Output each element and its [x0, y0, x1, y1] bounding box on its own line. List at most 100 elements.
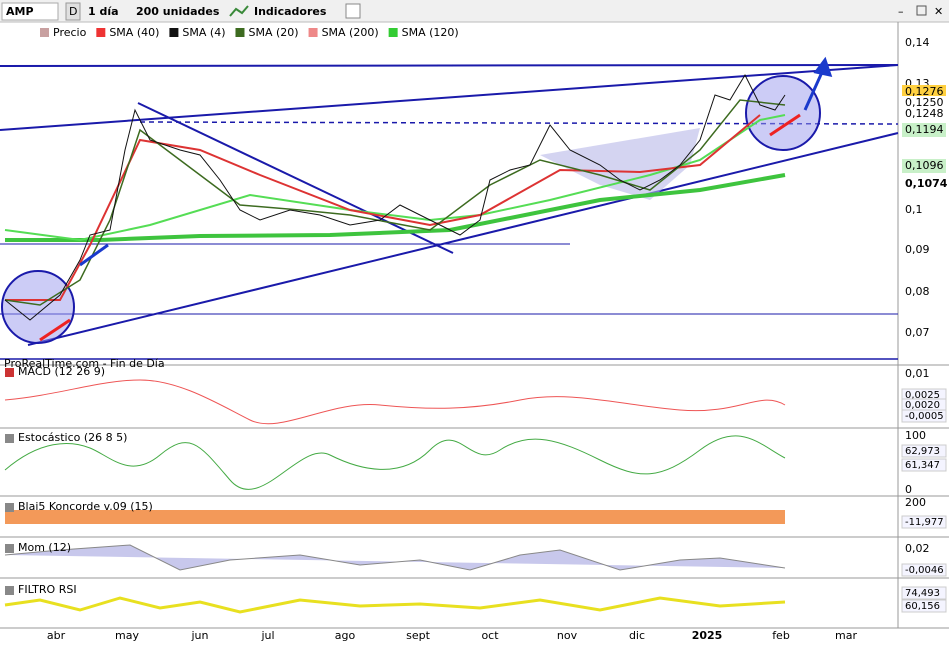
legend-swatch: [96, 28, 106, 37]
sma-40: [5, 114, 761, 301]
value-tag: [901, 599, 947, 613]
value-tag: [901, 515, 947, 529]
price-line: [4, 73, 786, 321]
value-tag: [902, 107, 946, 121]
axis-label: 0,14: [905, 36, 930, 49]
legend-swatch: [235, 28, 245, 37]
month-label: ago: [335, 629, 356, 642]
macd-line: [4, 379, 786, 425]
arrows: [79, 56, 833, 267]
sma-200: [5, 173, 786, 242]
legend-swatch: [40, 28, 49, 37]
value-tag-label: 0,1194: [905, 123, 944, 136]
axis-label: 0,09: [905, 243, 930, 256]
value-tag: [902, 159, 946, 173]
month-label: abr: [47, 629, 66, 642]
month-label: feb: [772, 629, 790, 642]
panel-icon: [5, 503, 14, 512]
value-tag: [902, 123, 946, 137]
month-label: oct: [481, 629, 499, 642]
value-tag: [901, 444, 947, 458]
month-label: jun: [191, 629, 209, 642]
value-tag-label: -11,977: [905, 517, 944, 528]
legend-label: SMA (4): [182, 26, 225, 39]
value-tag-label: -0,0046: [905, 565, 944, 576]
value-tag-label: 60,156: [905, 601, 940, 612]
value-tag: [901, 586, 947, 600]
legend-swatch: [388, 28, 398, 37]
value-tag-label: 74,493: [905, 588, 940, 599]
value-tag: [901, 409, 947, 423]
axis-label: 0: [905, 483, 912, 496]
value-tag: [901, 458, 947, 472]
circle-marker: [1, 270, 75, 344]
rsi-line: [4, 596, 786, 614]
legend-label: SMA (20): [248, 26, 298, 39]
axis-label: 0,01: [905, 367, 930, 380]
circle-marker: [745, 75, 821, 151]
indicators-icon[interactable]: [229, 5, 249, 17]
value-tag: [902, 177, 946, 191]
month-label: sept: [406, 629, 430, 642]
panel-title: Estocástico (26 8 5): [18, 431, 127, 444]
legend-swatch: [308, 28, 318, 37]
symbol-box[interactable]: [1, 2, 59, 21]
value-tag-label: 0,1248: [905, 107, 944, 120]
panel-borders: [0, 364, 949, 629]
value-tag-label: 0,1250: [905, 96, 944, 109]
mode-box[interactable]: [65, 2, 81, 21]
value-tag-label: 0,1096: [905, 159, 944, 172]
panel-title: MACD (12 26 9): [18, 365, 105, 378]
month-label: may: [115, 629, 139, 642]
arrows-red: [39, 113, 801, 342]
sma-120: [4, 114, 786, 242]
value-tag-label: 0,1276: [905, 85, 944, 98]
axis-label: 0,08: [905, 285, 930, 298]
value-tag-label: 0,1074: [905, 177, 948, 190]
legend-label: SMA (120): [402, 26, 459, 39]
value-tag-label: -0,0005: [905, 411, 944, 422]
legend-swatch: [169, 28, 179, 37]
axis-label: 0,02: [905, 542, 930, 555]
stoch-line: [4, 435, 786, 490]
panel-title: FILTRO RSI: [18, 583, 77, 596]
value-tag-label: 0,0020: [905, 400, 940, 411]
units[interactable]: 200 unidades: [136, 5, 220, 18]
minimize[interactable]: –: [898, 5, 904, 18]
legend-label: SMA (40): [109, 26, 159, 39]
legend-label: Precio: [53, 26, 87, 39]
shaded-zone: [540, 128, 700, 200]
indicators[interactable]: Indicadores: [254, 5, 327, 18]
toolbar: [0, 0, 949, 22]
value-tag-label: 62,973: [905, 446, 940, 457]
source: ProRealTime.com - Fin de Día: [4, 357, 165, 370]
month-label: 2025: [692, 629, 723, 642]
sma-20: [4, 99, 786, 306]
mom-area: [4, 544, 786, 571]
axis-label: 200: [905, 496, 926, 509]
value-tag: [901, 563, 947, 577]
panel-title: Mom (12): [18, 541, 71, 554]
panel-icon: [5, 434, 14, 443]
koncorde-area: [5, 510, 785, 524]
value-tag-label: 0,0025: [905, 390, 940, 401]
settings-button[interactable]: [345, 3, 361, 19]
month-label: jul: [260, 629, 274, 642]
trend-lines: [0, 64, 899, 360]
value-tag: [902, 85, 946, 99]
month-label: dic: [629, 629, 645, 642]
panel-icon: [5, 368, 14, 377]
panel-icon: [5, 586, 14, 595]
axis-label: 0,07: [905, 326, 930, 339]
close[interactable]: ✕: [934, 5, 943, 18]
value-tag-label: 61,347: [905, 460, 940, 471]
panel-icon: [5, 544, 14, 553]
maximize[interactable]: [916, 5, 927, 16]
panel-title: Blai5 Koncorde v.09 (15): [18, 500, 153, 513]
symbol[interactable]: AMP: [6, 5, 34, 18]
month-label: nov: [557, 629, 578, 642]
period[interactable]: 1 día: [88, 5, 119, 18]
value-tag: [902, 96, 946, 110]
mode[interactable]: D: [69, 5, 77, 18]
